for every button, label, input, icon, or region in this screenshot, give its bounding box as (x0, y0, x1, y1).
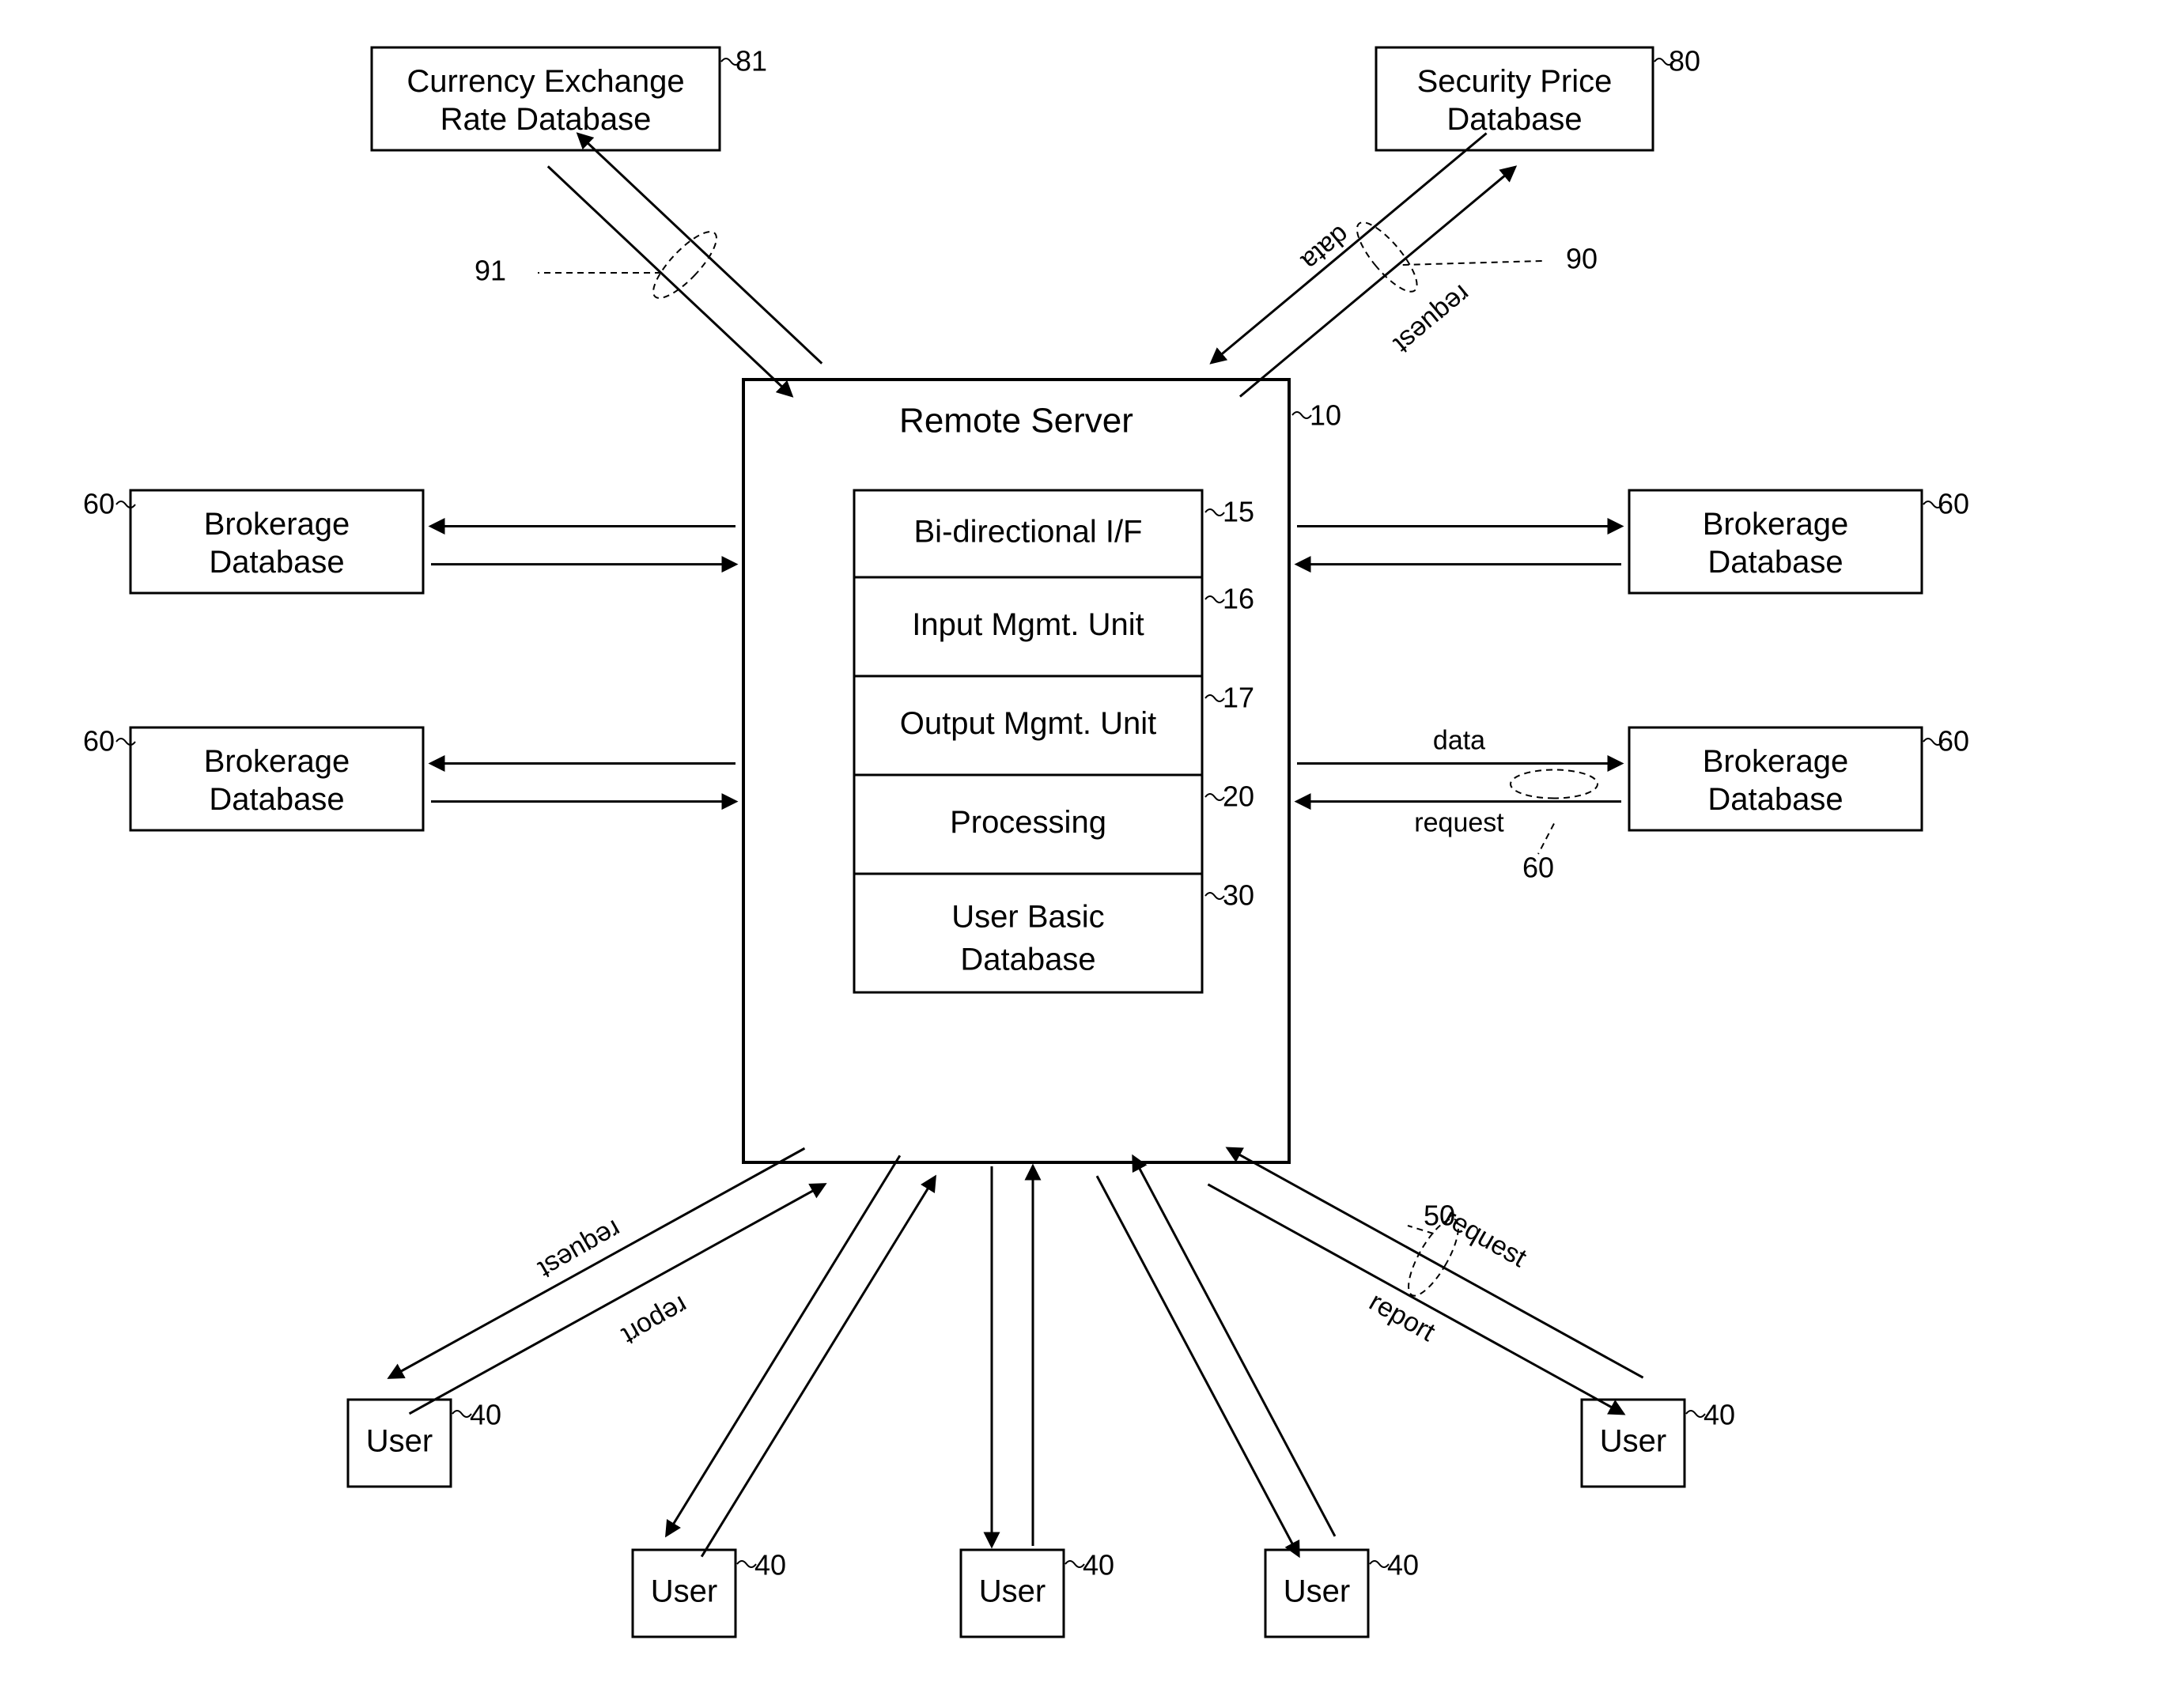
svg-text:Processing: Processing (950, 805, 1106, 840)
currency-exchange-db-label2: Rate Database (441, 102, 652, 137)
currency-exchange-db-label1: Currency Exchange (407, 64, 684, 99)
svg-text:report: report (1364, 1287, 1440, 1347)
user-mr-b (1133, 1157, 1335, 1536)
security-price-db-ref: 80 (1669, 45, 1700, 77)
svg-text:User: User (1284, 1574, 1350, 1609)
brokerage-db-bottom-left-ref: 60 (83, 725, 115, 758)
svg-text:50: 50 (1424, 1200, 1455, 1232)
svg-text:16: 16 (1223, 583, 1254, 615)
currency-exchange-db-ref: 81 (735, 45, 767, 77)
svg-text:15: 15 (1223, 496, 1254, 528)
svg-text:User: User (366, 1424, 433, 1459)
brokerage-db-top-right-label1: Brokerage (1703, 507, 1849, 542)
security-price-db-label1: Security Price (1417, 64, 1613, 99)
brokerage-db-bottom-right-ref: 60 (1938, 725, 1969, 758)
remote-server-title: Remote Server (899, 402, 1133, 440)
svg-text:40: 40 (1387, 1549, 1419, 1581)
svg-text:Output Mgmt. Unit: Output Mgmt. Unit (900, 706, 1157, 741)
currency-server-b (578, 134, 822, 364)
brokerage-db-top-right-label2: Database (1707, 545, 1843, 580)
brokerage-db-bottom-left-label1: Brokerage (204, 744, 350, 779)
svg-text:40: 40 (1083, 1549, 1114, 1581)
svg-text:data: data (1433, 726, 1485, 756)
user-ml-a (667, 1155, 900, 1535)
remote-server-ref: 10 (1310, 399, 1341, 432)
brokerage-db-bottom-right-label1: Brokerage (1703, 744, 1849, 779)
svg-text:User Basic: User Basic (951, 900, 1104, 935)
svg-text:40: 40 (1704, 1399, 1735, 1431)
svg-text:Input Mgmt. Unit: Input Mgmt. Unit (912, 607, 1144, 642)
svg-text:91: 91 (475, 255, 506, 287)
security-server-a (1240, 167, 1515, 396)
brokerage-db-top-left-ref: 60 (83, 488, 115, 520)
svg-text:User: User (979, 1574, 1046, 1609)
svg-text:User: User (1600, 1424, 1666, 1459)
svg-text:90: 90 (1566, 243, 1598, 275)
svg-text:40: 40 (754, 1549, 786, 1581)
svg-text:60: 60 (1522, 852, 1554, 884)
brokerage-db-bottom-left-label2: Database (209, 782, 344, 817)
svg-text:20: 20 (1223, 780, 1254, 813)
svg-text:report: report (616, 1290, 692, 1351)
user-r-b (1228, 1148, 1643, 1377)
svg-text:Database: Database (960, 943, 1095, 977)
security-price-db-label2: Database (1446, 102, 1582, 137)
user-mr-a (1097, 1176, 1299, 1555)
svg-text:40: 40 (470, 1399, 501, 1431)
svg-text:Bi-directional I/F: Bi-directional I/F (914, 515, 1143, 550)
svg-text:30: 30 (1223, 879, 1254, 912)
brokerage-db-top-left-label1: Brokerage (204, 507, 350, 542)
user-l-a (389, 1148, 804, 1377)
user-r-a (1208, 1185, 1623, 1414)
svg-text:data: data (1295, 220, 1355, 277)
currency-server-a (548, 166, 792, 395)
svg-text:request: request (1414, 808, 1504, 838)
brokerage-db-bottom-right-label2: Database (1707, 782, 1843, 817)
brokerage-db-top-left-label2: Database (209, 545, 344, 580)
svg-text:User: User (651, 1574, 717, 1609)
brokerage-db-top-right-ref: 60 (1938, 488, 1969, 520)
svg-text:17: 17 (1223, 682, 1254, 714)
svg-text:request: request (1388, 279, 1477, 360)
